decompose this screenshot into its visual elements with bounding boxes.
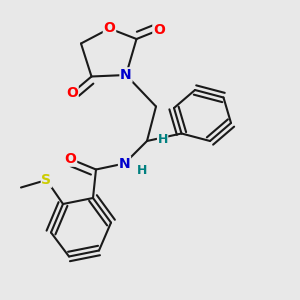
Text: N: N <box>120 68 132 82</box>
Text: H: H <box>137 164 148 178</box>
Text: O: O <box>64 152 76 166</box>
Text: S: S <box>41 173 52 187</box>
Text: O: O <box>153 23 165 37</box>
Text: O: O <box>66 86 78 100</box>
Text: N: N <box>119 157 130 170</box>
Text: H: H <box>158 133 168 146</box>
Text: O: O <box>103 22 116 35</box>
